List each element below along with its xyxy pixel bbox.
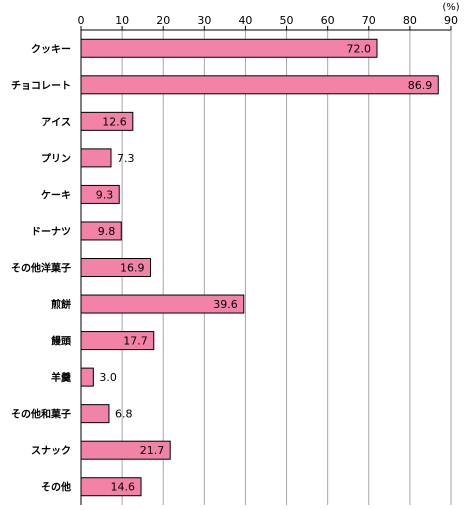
- category-label: チョコレート: [11, 80, 71, 92]
- category-label: その他和菓子: [11, 408, 71, 421]
- axes: [80, 29, 451, 505]
- x-tick-label: 20: [156, 14, 170, 27]
- data-label: 16.9: [120, 262, 145, 275]
- x-tick-label: 90: [444, 14, 458, 27]
- category-label: 羊羹: [51, 371, 72, 384]
- x-tick-label: 60: [321, 14, 335, 27]
- data-label: 17.7: [123, 335, 148, 348]
- category-label: 饅頭: [51, 335, 72, 348]
- x-tick-label: 0: [78, 14, 85, 27]
- data-label: 12.6: [102, 115, 127, 128]
- x-axis-ticks: 0 10 20 30 40 50 60 70 80 90: [78, 14, 458, 30]
- x-tick-label: 30: [197, 14, 211, 27]
- category-label: スナック: [31, 445, 71, 457]
- category-label: クッキー: [31, 43, 71, 55]
- x-tick-label: 80: [403, 14, 417, 27]
- data-label: 86.9: [408, 79, 433, 92]
- data-label: 9.8: [98, 225, 116, 238]
- x-tick-label: 10: [115, 14, 129, 27]
- data-label: 9.3: [96, 188, 114, 201]
- data-label: 39.6: [213, 298, 238, 311]
- data-label: 6.8: [115, 408, 133, 421]
- data-label: 7.3: [117, 152, 135, 165]
- category-labels: クッキーチョコレートアイスプリンケーキドーナツその他洋菓子煎餅饅頭羊羹その他和菓…: [11, 43, 72, 493]
- bar: [80, 75, 439, 95]
- grid: [121, 30, 452, 505]
- category-label: ケーキ: [41, 189, 71, 201]
- category-label: アイス: [41, 116, 71, 128]
- category-label: プリン: [41, 152, 71, 165]
- bars: [80, 38, 439, 497]
- category-label: 煎餅: [51, 298, 71, 311]
- bar: [80, 367, 94, 387]
- data-label: 3.0: [99, 371, 117, 384]
- data-label: 21.7: [140, 444, 165, 457]
- category-label: ドーナツ: [31, 226, 71, 238]
- unit-label: (%): [442, 2, 459, 13]
- bar: [80, 404, 110, 424]
- x-tick-label: 50: [280, 14, 294, 27]
- category-label: その他: [41, 481, 71, 494]
- category-label: その他洋菓子: [11, 262, 71, 275]
- bar: [80, 148, 112, 168]
- data-label: 72.0: [347, 42, 372, 55]
- data-label: 14.6: [111, 481, 136, 494]
- x-tick-label: 70: [362, 14, 376, 27]
- x-tick-label: 40: [238, 14, 252, 27]
- value-labels: 72.0 86.9 12.6 7.3 9.3 9.8 16.9 39.6 17.7 3.0 6.8 2…: [96, 42, 433, 493]
- bar: [80, 38, 378, 58]
